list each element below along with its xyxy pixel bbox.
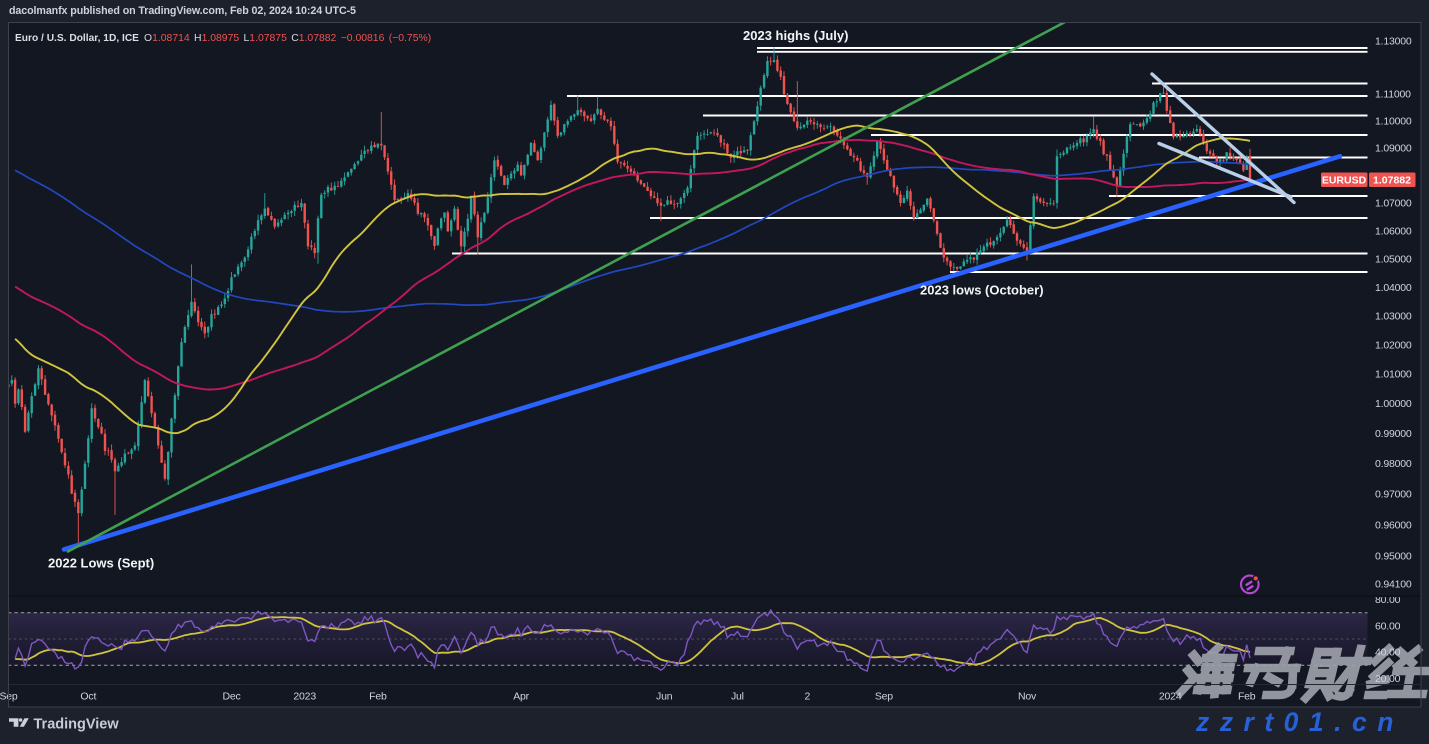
svg-text:Sep: Sep [0, 691, 18, 703]
svg-text:1.10000: 1.10000 [1375, 116, 1412, 128]
svg-text:Jul: Jul [731, 691, 744, 703]
svg-text:0.95000: 0.95000 [1375, 550, 1412, 562]
svg-text:0.96000: 0.96000 [1375, 519, 1412, 531]
svg-text:1.01000: 1.01000 [1375, 369, 1412, 381]
svg-text:0.97000: 0.97000 [1375, 489, 1412, 501]
svg-text:1.03000: 1.03000 [1375, 311, 1412, 323]
svg-text:0.99000: 0.99000 [1375, 428, 1412, 440]
svg-text:zzrt01.cn: zzrt01.cn [1195, 707, 1404, 737]
svg-text:1.09000: 1.09000 [1375, 143, 1412, 155]
svg-text:1.05000: 1.05000 [1375, 254, 1412, 266]
svg-text:2023: 2023 [293, 691, 316, 703]
svg-text:60.00: 60.00 [1375, 620, 1401, 632]
svg-text:1.13000: 1.13000 [1375, 36, 1412, 48]
svg-text:Apr: Apr [513, 691, 529, 703]
svg-text:1.04000: 1.04000 [1375, 282, 1412, 294]
svg-text:Euro / U.S. Dollar, 1D, ICE: Euro / U.S. Dollar, 1D, ICE [15, 33, 139, 44]
svg-text:2024: 2024 [1159, 691, 1182, 703]
svg-text:Sep: Sep [875, 691, 893, 703]
svg-text:0.94100: 0.94100 [1375, 579, 1412, 591]
svg-text:1.02000: 1.02000 [1375, 340, 1412, 352]
svg-text:2: 2 [804, 691, 810, 703]
svg-text:TradingView: TradingView [34, 717, 120, 733]
svg-text:O1.08714 H1.08975 L1.07875 C1.: O1.08714 H1.08975 L1.07875 C1.07882 −0.0… [144, 33, 431, 44]
svg-text:Nov: Nov [1018, 691, 1037, 703]
svg-text:2023 highs (July): 2023 highs (July) [743, 28, 848, 43]
svg-text:Dec: Dec [222, 691, 240, 703]
svg-text:1.00000: 1.00000 [1375, 398, 1412, 410]
svg-text:40.00: 40.00 [1375, 647, 1401, 659]
svg-text:1.11000: 1.11000 [1375, 89, 1411, 101]
svg-text:20.00: 20.00 [1375, 673, 1401, 685]
svg-text:2023 lows (October): 2023 lows (October) [920, 283, 1044, 298]
svg-text:Feb: Feb [1238, 691, 1256, 703]
svg-text:EURUSD: EURUSD [1322, 174, 1367, 186]
svg-text:1.07882: 1.07882 [1373, 174, 1411, 186]
svg-text:0.98000: 0.98000 [1375, 458, 1412, 470]
svg-text:Jun: Jun [656, 691, 673, 703]
svg-text:1.06000: 1.06000 [1375, 225, 1412, 237]
svg-text:Oct: Oct [80, 691, 96, 703]
svg-text:2022 Lows (Sept): 2022 Lows (Sept) [48, 556, 154, 571]
svg-text:Feb: Feb [369, 691, 387, 703]
svg-text:1.07000: 1.07000 [1375, 198, 1412, 210]
